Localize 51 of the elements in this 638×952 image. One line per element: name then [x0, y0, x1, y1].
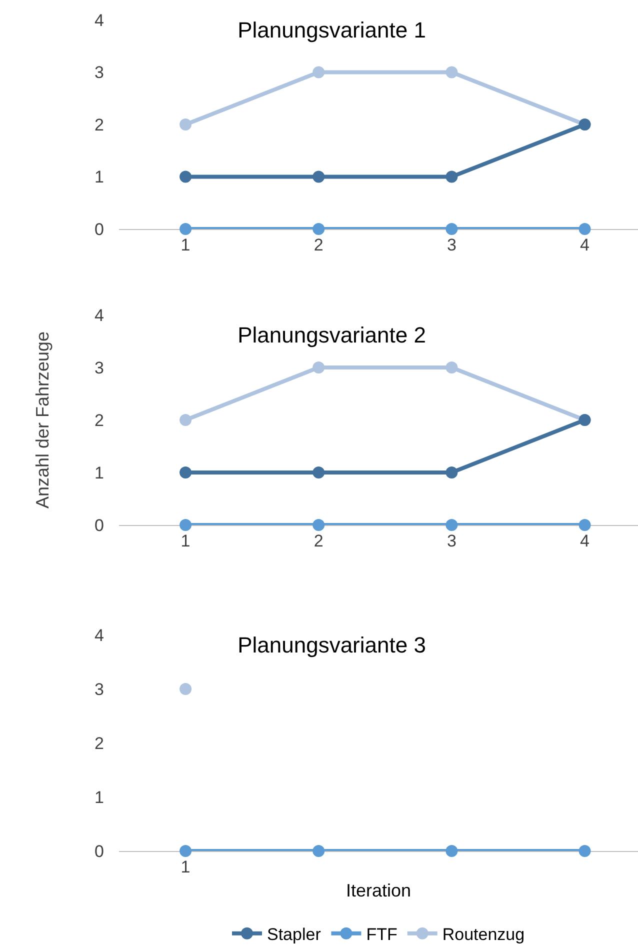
- point: [312, 66, 325, 78]
- x-axis-title: Iteration: [346, 880, 412, 900]
- point: [578, 519, 591, 531]
- point: [312, 466, 325, 478]
- y-tick-label: 4: [94, 626, 104, 645]
- point: [180, 223, 192, 235]
- x-tick-label: 3: [446, 235, 456, 254]
- chart-title: Planungsvariante 2: [238, 322, 426, 348]
- point: [446, 170, 458, 183]
- point: [446, 66, 458, 78]
- x-tick-label: 4: [580, 235, 590, 254]
- y-tick-label: 4: [94, 306, 104, 325]
- y-tick-label: 2: [94, 734, 104, 753]
- point: [578, 223, 591, 235]
- x-tick-label: 4: [580, 531, 590, 550]
- legend-label: Routenzug: [442, 924, 525, 944]
- y-tick-label: 0: [94, 516, 104, 535]
- y-tick-label: 0: [94, 220, 104, 239]
- legend-label: FTF: [366, 924, 398, 944]
- point: [446, 466, 458, 478]
- point: [312, 519, 325, 531]
- x-tick-label: 3: [446, 531, 456, 550]
- point: [180, 519, 192, 531]
- point: [446, 362, 458, 374]
- point: [180, 466, 192, 478]
- point: [312, 170, 325, 183]
- point: [446, 519, 458, 531]
- y-tick-label: 2: [94, 410, 104, 430]
- point: [312, 223, 325, 235]
- x-tick-label: 2: [314, 531, 324, 550]
- y-tick-label: 1: [94, 463, 104, 482]
- point: [312, 362, 325, 374]
- point: [446, 223, 458, 235]
- legend-label: Stapler: [267, 924, 322, 944]
- y-tick-label: 1: [94, 788, 104, 807]
- y-tick-label: 4: [94, 10, 104, 30]
- point: [180, 118, 192, 130]
- y-tick-label: 0: [94, 842, 104, 861]
- y-tick-label: 2: [94, 115, 104, 134]
- y-tick-label: 3: [94, 680, 104, 699]
- y-axis-title: Anzahl der Fahrzeuge: [32, 331, 53, 509]
- y-tick-label: 1: [94, 168, 104, 187]
- point: [180, 170, 192, 183]
- y-tick-label: 3: [94, 358, 104, 378]
- x-tick-label: 1: [180, 235, 190, 254]
- x-tick-label: 1: [180, 531, 190, 550]
- chart-title: Planungsvariante 1: [238, 18, 426, 43]
- y-tick-label: 3: [94, 63, 104, 82]
- chart-title: Planungsvariante 3: [238, 632, 426, 658]
- point: [180, 414, 192, 426]
- x-tick-label: 2: [314, 235, 324, 254]
